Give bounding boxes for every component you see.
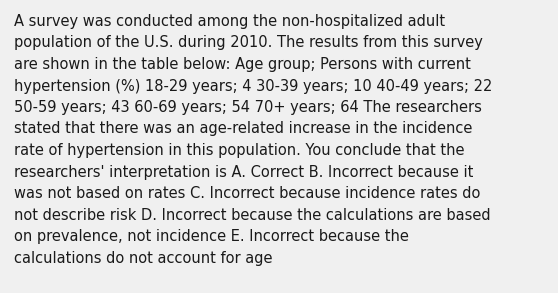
Text: researchers' interpretation is A. Correct B. Incorrect because it: researchers' interpretation is A. Correc… — [14, 164, 473, 180]
Text: not describe risk D. Incorrect because the calculations are based: not describe risk D. Incorrect because t… — [14, 207, 490, 222]
Text: was not based on rates C. Incorrect because incidence rates do: was not based on rates C. Incorrect beca… — [14, 186, 480, 201]
Text: rate of hypertension in this population. You conclude that the: rate of hypertension in this population.… — [14, 143, 464, 158]
Text: are shown in the table below: Age group; Persons with current: are shown in the table below: Age group;… — [14, 57, 471, 72]
Text: on prevalence, not incidence E. Incorrect because the: on prevalence, not incidence E. Incorrec… — [14, 229, 409, 244]
Text: population of the U.S. during 2010. The results from this survey: population of the U.S. during 2010. The … — [14, 35, 483, 50]
Text: calculations do not account for age: calculations do not account for age — [14, 251, 272, 265]
Text: A survey was conducted among the non-hospitalized adult: A survey was conducted among the non-hos… — [14, 14, 445, 29]
Text: hypertension (%) 18-29 years; 4 30-39 years; 10 40-49 years; 22: hypertension (%) 18-29 years; 4 30-39 ye… — [14, 79, 492, 93]
Text: 50-59 years; 43 60-69 years; 54 70+ years; 64 The researchers: 50-59 years; 43 60-69 years; 54 70+ year… — [14, 100, 482, 115]
Text: stated that there was an age-related increase in the incidence: stated that there was an age-related inc… — [14, 122, 473, 137]
